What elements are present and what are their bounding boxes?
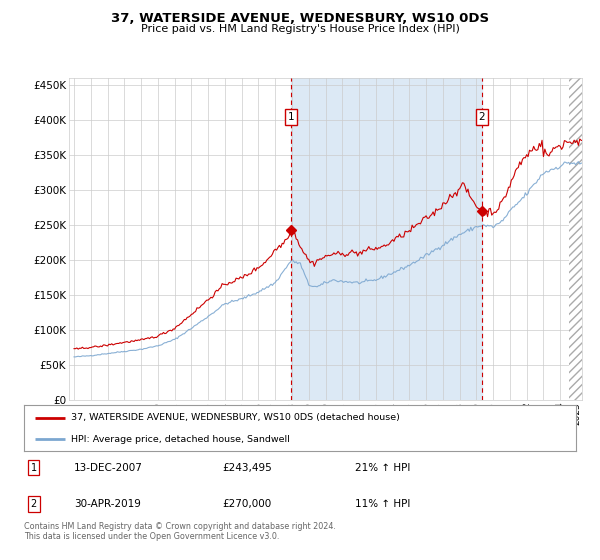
Text: £243,495: £243,495 — [223, 463, 272, 473]
Text: 37, WATERSIDE AVENUE, WEDNESBURY, WS10 0DS (detached house): 37, WATERSIDE AVENUE, WEDNESBURY, WS10 0… — [71, 413, 400, 422]
Text: Price paid vs. HM Land Registry's House Price Index (HPI): Price paid vs. HM Land Registry's House … — [140, 24, 460, 34]
Text: 1: 1 — [288, 112, 295, 122]
Text: 1: 1 — [31, 463, 37, 473]
Text: 37, WATERSIDE AVENUE, WEDNESBURY, WS10 0DS: 37, WATERSIDE AVENUE, WEDNESBURY, WS10 0… — [111, 12, 489, 25]
Bar — [569, 78, 590, 400]
Text: 2: 2 — [479, 112, 485, 122]
Text: 11% ↑ HPI: 11% ↑ HPI — [355, 499, 410, 509]
Text: £270,000: £270,000 — [223, 499, 272, 509]
Bar — [292, 78, 482, 400]
Bar — [569, 78, 590, 400]
Text: 21% ↑ HPI: 21% ↑ HPI — [355, 463, 410, 473]
Text: 2: 2 — [31, 499, 37, 509]
Text: HPI: Average price, detached house, Sandwell: HPI: Average price, detached house, Sand… — [71, 435, 290, 444]
Text: Contains HM Land Registry data © Crown copyright and database right 2024.
This d: Contains HM Land Registry data © Crown c… — [24, 522, 336, 542]
Text: 30-APR-2019: 30-APR-2019 — [74, 499, 140, 509]
Text: 13-DEC-2007: 13-DEC-2007 — [74, 463, 143, 473]
